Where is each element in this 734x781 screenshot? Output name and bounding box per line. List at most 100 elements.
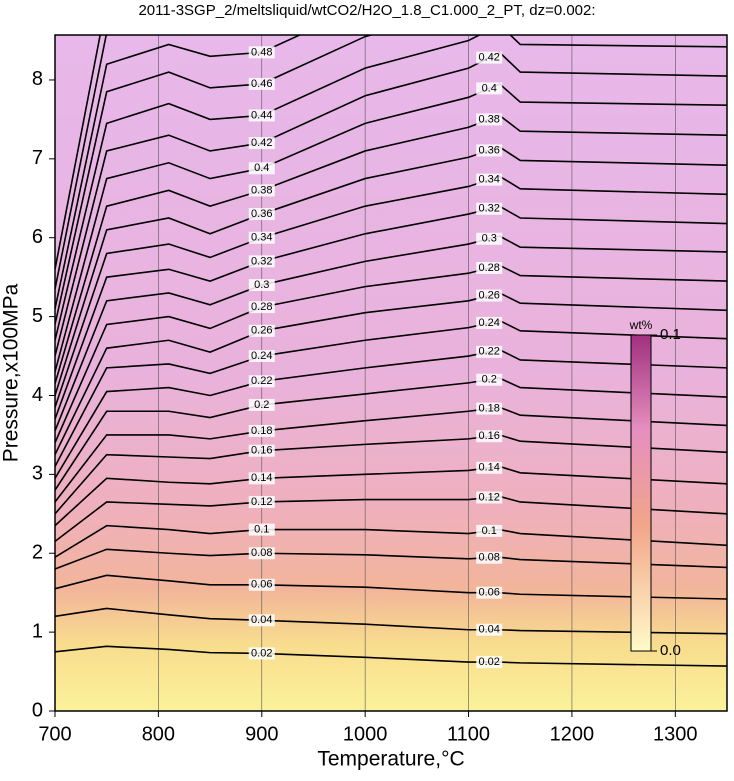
contour-label: 0.38 <box>479 113 500 125</box>
contour-label: 0.36 <box>251 208 272 220</box>
contour-label: 0.42 <box>251 137 272 149</box>
contour-label-bg <box>248 255 275 268</box>
contour-label: 0.14 <box>479 462 500 474</box>
contour-label: 0.22 <box>251 375 272 387</box>
contour-label-bg <box>476 373 503 386</box>
contour-line <box>55 235 727 432</box>
y-tick-label: 0 <box>32 699 43 721</box>
contour-label-bg <box>248 208 275 221</box>
contour-label-bg <box>248 324 275 337</box>
contour-line <box>55 348 727 479</box>
contour-line <box>55 607 727 635</box>
contour-label-bg <box>248 46 275 59</box>
contour-label-bg <box>248 375 275 388</box>
contour-label-bg <box>476 524 503 537</box>
contour-label-bg <box>248 578 275 591</box>
contour-label-bg <box>248 647 275 660</box>
contour-label-bg <box>476 113 503 126</box>
y-tick-label: 8 <box>32 68 43 90</box>
contour-line <box>55 35 727 341</box>
y-axis-title: Pressure,x100MPa <box>0 283 23 462</box>
contour-label: 0.2 <box>482 374 497 386</box>
contour-label-bg <box>476 551 503 564</box>
contour-label-bg <box>248 231 275 244</box>
contour-label-bg <box>476 345 503 358</box>
contour-label: 0.04 <box>479 624 500 636</box>
contour-label: 0.38 <box>251 184 272 196</box>
colorbar-tick-label: 0.1 <box>660 326 681 343</box>
contour-line <box>55 82 727 373</box>
contour-label: 0.02 <box>479 656 500 668</box>
y-tick-label: 2 <box>32 542 43 564</box>
contour-label-bg <box>248 184 275 197</box>
contour-line <box>55 406 727 503</box>
contour-label-bg <box>248 350 275 363</box>
plot-background <box>55 35 727 711</box>
contour-label: 0.28 <box>251 301 272 313</box>
y-tick-label: 4 <box>32 384 43 406</box>
contour-label-bg <box>248 472 275 485</box>
contour-label: 0.18 <box>479 403 500 415</box>
colorbar-scale <box>630 334 652 652</box>
contour-label: 0.12 <box>479 491 500 503</box>
contour-line <box>55 548 727 570</box>
contour-label-bg <box>476 232 503 245</box>
contour-label-bg <box>248 495 275 508</box>
contour-label-bg <box>248 547 275 560</box>
contour-line <box>55 574 727 600</box>
contour-label-bg <box>476 656 503 669</box>
contour-label-bg <box>476 202 503 215</box>
contour-label-bg <box>476 491 503 504</box>
x-tick-label: 900 <box>245 723 278 745</box>
contour-label: 0.08 <box>251 547 272 559</box>
colorbar-tick-label: 0.0 <box>660 642 681 659</box>
contour-label: 0.12 <box>251 496 272 508</box>
x-tick-label: 1200 <box>550 723 595 745</box>
contour-label: 0.24 <box>479 317 500 329</box>
contour-label-bg <box>476 289 503 302</box>
y-tick-label: 3 <box>32 463 43 485</box>
contour-label: 0.08 <box>479 552 500 564</box>
contour-line <box>55 35 302 309</box>
contour-label: 0.32 <box>479 203 500 215</box>
contour-label: 0.42 <box>479 52 500 64</box>
contour-label-bg <box>476 586 503 599</box>
colorbar: wt% 0.0 0.1 <box>629 318 681 659</box>
contour-label: 0.3 <box>482 233 497 245</box>
contour-label: 0.48 <box>251 46 272 58</box>
contour-label: 0.04 <box>251 614 272 626</box>
contour-label: 0.22 <box>479 346 500 358</box>
contour-label: 0.18 <box>251 425 272 437</box>
contour-line <box>55 264 727 444</box>
chart-title: 2011-3SGP_2/meltsliquid/wtCO2/H2O_1.8_C1… <box>138 2 595 19</box>
x-tick-label: 1100 <box>447 723 490 745</box>
x-tick-label: 700 <box>38 723 71 745</box>
contour-line <box>55 319 727 467</box>
contour-line <box>55 114 727 384</box>
contour-label: 0.28 <box>479 262 500 274</box>
contour-label-bg <box>248 614 275 627</box>
contour-label: 0.02 <box>251 647 272 659</box>
contour-label-bg <box>476 144 503 157</box>
contour-line <box>55 35 375 325</box>
y-tick-label: 1 <box>32 620 43 642</box>
contour-label-bg <box>248 444 275 457</box>
contour-label-bg <box>476 461 503 474</box>
contour-label: 0.1 <box>254 523 269 535</box>
contour-label-bg <box>476 623 503 636</box>
contour-label: 0.14 <box>251 472 272 484</box>
y-tick-label: 6 <box>32 226 43 248</box>
y-tick-label: 5 <box>32 305 43 327</box>
x-tick-label: 1300 <box>653 723 698 745</box>
contour-line <box>55 146 727 396</box>
x-tick-label: 800 <box>142 723 175 745</box>
contour-label-bg <box>476 261 503 274</box>
contour-label: 0.32 <box>251 255 272 267</box>
contour-label: 0.36 <box>479 144 500 156</box>
contour-label-bg <box>248 137 275 150</box>
contour-line <box>55 465 727 527</box>
contour-label: 0.4 <box>482 82 497 94</box>
contour-label-bg <box>476 51 503 64</box>
contour-label: 0.06 <box>251 579 272 591</box>
